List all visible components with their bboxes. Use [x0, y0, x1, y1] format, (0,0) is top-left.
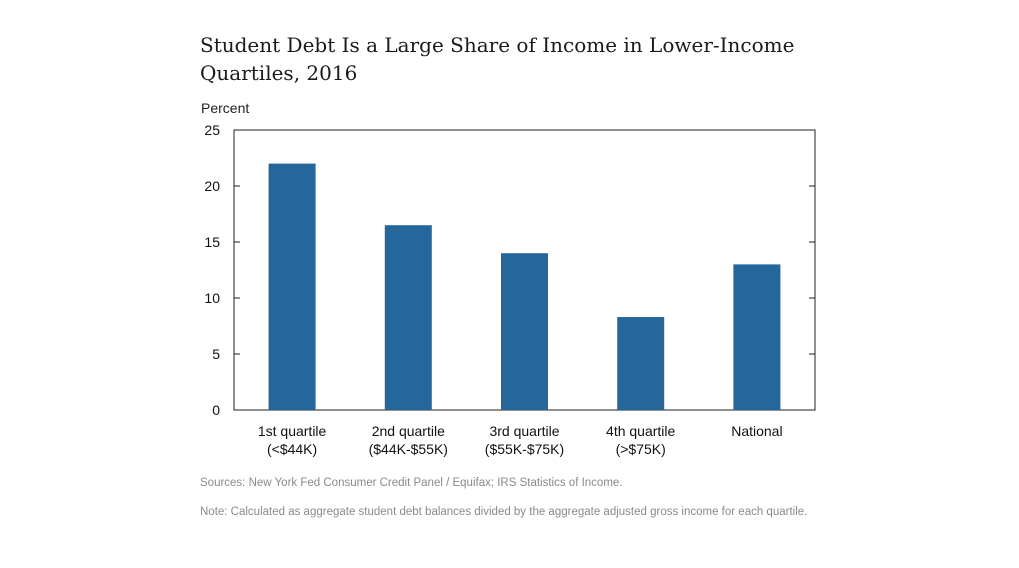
x-category-label: (<$44K) [267, 441, 317, 457]
y-tick-label: 5 [212, 346, 220, 362]
bar [501, 253, 548, 410]
chart-title: Student Debt Is a Large Share of Income … [200, 33, 795, 85]
note-text: Note: Calculated as aggregate student de… [200, 506, 808, 518]
bar [384, 225, 432, 410]
x-category-label: 3rd quartile [489, 423, 559, 439]
bars [268, 163, 781, 410]
y-tick-label: 20 [204, 178, 220, 194]
x-category-label: 2nd quartile [372, 423, 445, 439]
y-axis-ticks: 0 5 10 15 20 25 [204, 122, 815, 418]
bar [733, 264, 781, 410]
x-category-label: 4th quartile [606, 423, 675, 439]
y-tick-label: 0 [212, 402, 220, 418]
bar [617, 317, 665, 410]
x-category-label: 1st quartile [258, 423, 327, 439]
x-axis-labels: 1st quartile (<$44K) 2nd quartile ($44K-$55… [258, 423, 783, 457]
y-tick-label: 15 [204, 234, 220, 250]
y-tick-label: 25 [204, 122, 220, 138]
bar [268, 163, 316, 410]
x-category-label: ($55K-$75K) [485, 441, 564, 457]
x-category-label: ($44K-$55K) [369, 441, 448, 457]
x-category-label: (>$75K) [616, 441, 666, 457]
sources-text: Sources: New York Fed Consumer Credit Pa… [200, 477, 623, 489]
x-category-label: National [731, 423, 782, 439]
y-tick-label: 10 [204, 290, 220, 306]
y-axis-label: Percent [201, 100, 250, 116]
